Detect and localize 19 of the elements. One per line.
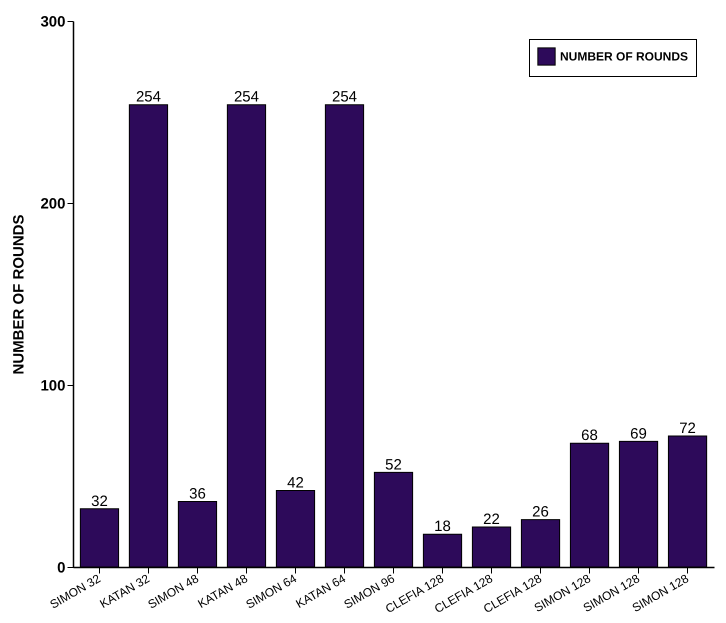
y-tick-label: 300 <box>40 14 66 30</box>
data-label: 36 <box>189 485 206 502</box>
y-axis-title: NUMBER OF ROUNDS <box>10 214 28 374</box>
data-label: 18 <box>434 518 451 536</box>
y-tick-label: 200 <box>40 196 66 212</box>
data-label: 72 <box>679 420 696 437</box>
data-label: 254 <box>234 88 259 106</box>
data-label: 22 <box>483 510 500 528</box>
data-label: 52 <box>385 456 402 474</box>
y-tick-label: 100 <box>40 378 66 394</box>
data-label: 26 <box>532 504 549 521</box>
y-tick-label: 0 <box>57 560 66 576</box>
data-label: 69 <box>630 425 647 442</box>
data-label: 68 <box>581 427 598 444</box>
data-label: 254 <box>332 88 358 106</box>
data-label: 32 <box>91 492 108 510</box>
legend-label: NUMBER OF ROUNDS <box>560 50 688 64</box>
data-label: 254 <box>136 88 161 106</box>
data-label: 42 <box>287 474 304 492</box>
